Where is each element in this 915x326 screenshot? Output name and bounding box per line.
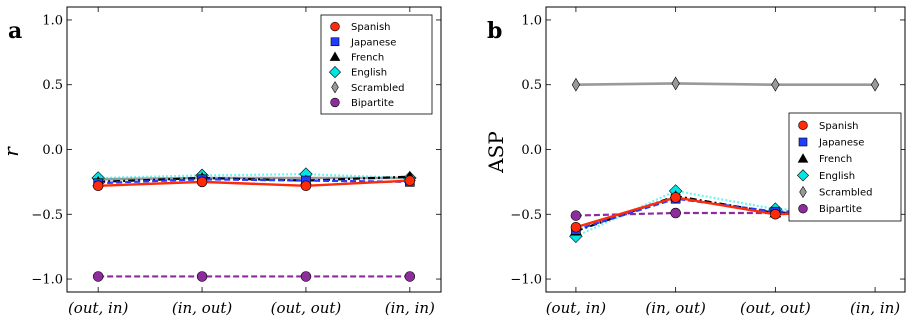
series-spanish [92,175,416,192]
legend-label: French [819,154,852,165]
data-point [770,209,781,220]
panel-b: −1.0 −0.5 0.0 0.5 1.0 (out, in) (in, out) (out,… [484,6,906,317]
data-point [570,210,582,221]
y-tick-label: −1.0 [31,273,63,288]
data-point [671,76,680,91]
data-point [771,77,780,92]
data-point [404,175,416,186]
y-tick-label: 0.0 [521,143,542,158]
legend-label: English [819,171,855,182]
x-tick-label: (in, out) [172,299,233,317]
series-spanish [570,192,881,233]
legend-label: Bipartite [351,98,394,109]
legend-marker [798,203,808,214]
legend-marker [330,97,340,108]
data-point [196,176,208,188]
legend: Spanish Japanese French English Scrambled Bip… [320,14,433,115]
legend-box [788,112,902,222]
data-point [92,271,104,282]
series-line [575,211,876,217]
legend-marker [796,169,810,182]
legend-label: Scrambled [819,188,872,199]
legend-marker [330,21,340,32]
data-point [870,77,880,92]
x-tick-label: (out, out) [271,299,342,317]
legend-marker [797,153,809,163]
legend-label: Japanese [818,138,864,149]
data-point [670,207,681,219]
data-point [570,221,582,233]
series-line [98,179,410,187]
data-point [300,271,312,282]
legend-marker [798,120,808,131]
data-point [196,271,208,282]
legend-label: English [351,68,387,79]
x-tick-label: (in, in) [850,299,900,317]
x-tick-label: (out, in) [68,299,129,317]
x-tick-label: (in, out) [645,299,706,317]
y-tick-label: 0.5 [521,78,542,93]
series-line [98,178,410,185]
legend-marker [328,66,342,79]
data-point [670,192,681,203]
legend-marker [798,137,808,147]
legend-marker [330,37,340,47]
legend-marker [799,185,807,199]
data-point [571,77,581,92]
legend-box [320,14,433,115]
data-point [300,180,312,192]
y-tick-label: 1.0 [521,13,542,28]
legend-label: Scrambled [351,83,404,94]
x-tick-label: (out, out) [740,299,811,317]
legend: Spanish Japanese French English Scrambled Bip… [788,112,902,222]
x-tick-label: (in, in) [385,299,435,317]
legend-marker [329,51,341,61]
data-point [404,271,416,282]
panel-label: b [487,18,502,44]
legend-label: Spanish [819,121,859,132]
legend-marker [331,81,339,94]
legend-label: French [351,52,384,63]
panel-label: a [8,18,22,44]
y-axis-label: ASP [484,131,508,174]
y-tick-label: −0.5 [31,208,63,223]
data-point [92,180,104,192]
y-tick-label: −1.0 [510,273,542,288]
series-scrambled [571,76,880,92]
legend-label: Spanish [351,22,391,33]
x-tick-label: (out, in) [546,299,607,317]
series-bipartite [92,271,416,282]
legend-label: Japanese [350,37,396,48]
y-tick-label: 0.0 [42,143,63,158]
y-tick-label: 0.5 [42,78,63,93]
y-tick-label: −0.5 [510,208,542,223]
legend-label: Bipartite [819,204,862,215]
series-line [575,82,876,87]
y-axis-label: r [0,146,23,157]
y-tick-label: 1.0 [42,13,63,28]
panel-a: −1.0 −0.5 0.0 0.5 1.0 (out, in) (in, out) (out,… [0,6,442,317]
